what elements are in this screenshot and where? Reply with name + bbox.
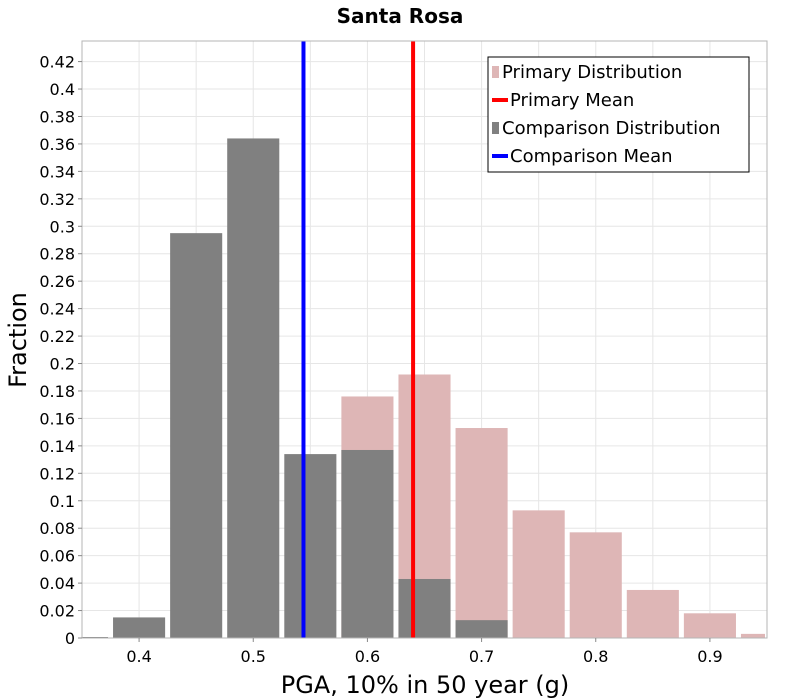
x-tick-label: 0.5 <box>241 647 266 666</box>
bar-comparison-distribution <box>170 233 223 638</box>
legend-label-primary-distribution: Primary Distribution <box>502 62 682 83</box>
bar-comparison-distribution <box>227 138 280 638</box>
bar-primary-distribution <box>569 532 622 638</box>
x-tick-label: 0.7 <box>469 647 494 666</box>
x-tick-label: 0.4 <box>126 647 151 666</box>
y-tick-label: 0.04 <box>39 574 75 593</box>
y-tick-label: 0.32 <box>39 190 75 209</box>
bar-comparison-distribution <box>284 454 337 638</box>
bar-primary-distribution <box>740 633 765 638</box>
y-tick-label: 0.38 <box>39 107 75 126</box>
y-tick-label: 0 <box>65 629 75 648</box>
y-tick-label: 0.24 <box>39 300 75 319</box>
y-axis-label: Fraction <box>4 292 32 388</box>
y-tick-label: 0.22 <box>39 327 75 346</box>
y-tick-label: 0.02 <box>39 602 75 621</box>
legend-swatch-primary-distribution <box>492 66 499 78</box>
y-tick-label: 0.06 <box>39 547 75 566</box>
chart-title: Santa Rosa <box>337 4 464 28</box>
x-tick-label: 0.6 <box>355 647 380 666</box>
y-tick-label: 0.1 <box>50 492 75 511</box>
mean-lines <box>301 41 416 638</box>
y-tick-label: 0.18 <box>39 382 75 401</box>
legend-box <box>487 56 750 173</box>
y-tick-label: 0.16 <box>39 409 75 428</box>
x-axis-ticks: 0.4 0.5 0.6 0.7 0.8 0.9 <box>126 638 723 666</box>
bar-primary-distribution <box>683 613 736 638</box>
bar-comparison-distribution <box>341 449 394 638</box>
bar-primary-distribution <box>512 510 565 638</box>
y-tick-label: 0.42 <box>39 53 75 72</box>
x-tick-label: 0.9 <box>697 647 722 666</box>
x-tick-label: 0.8 <box>583 647 608 666</box>
y-tick-label: 0.34 <box>39 162 75 181</box>
y-tick-label: 0.28 <box>39 245 75 264</box>
y-axis-ticks: 0 0.02 0.04 0.06 0.08 0.1 0.12 0.14 0.16 0.18 0.2 0… <box>39 53 82 648</box>
bar-comparison-distribution <box>113 617 166 638</box>
y-tick-label: 0.12 <box>39 464 75 483</box>
bar-comparison-distribution <box>455 620 508 638</box>
legend-label-comparison-mean: Comparison Mean <box>510 146 673 167</box>
legend: Primary Distribution Primary Mean Comparis… <box>487 56 750 173</box>
y-tick-label: 0.08 <box>39 519 75 538</box>
y-tick-label: 0.4 <box>50 80 75 99</box>
x-axis-label: PGA, 10% in 50 year (g) <box>281 671 570 699</box>
bar-primary-distribution <box>455 428 508 638</box>
y-tick-label: 0.26 <box>39 272 75 291</box>
y-tick-label: 0.36 <box>39 135 75 154</box>
y-tick-label: 0.14 <box>39 437 75 456</box>
bars <box>82 138 765 638</box>
plot-border <box>81 40 768 639</box>
bar-comparison-distribution <box>398 578 451 638</box>
y-tick-label: 0.3 <box>50 217 75 236</box>
bar-primary-distribution <box>626 589 679 638</box>
legend-label-comparison-distribution: Comparison Distribution <box>502 118 721 139</box>
legend-swatch-comparison-distribution <box>492 122 499 134</box>
legend-label-primary-mean: Primary Mean <box>510 90 634 111</box>
y-tick-label: 0.2 <box>50 355 75 374</box>
